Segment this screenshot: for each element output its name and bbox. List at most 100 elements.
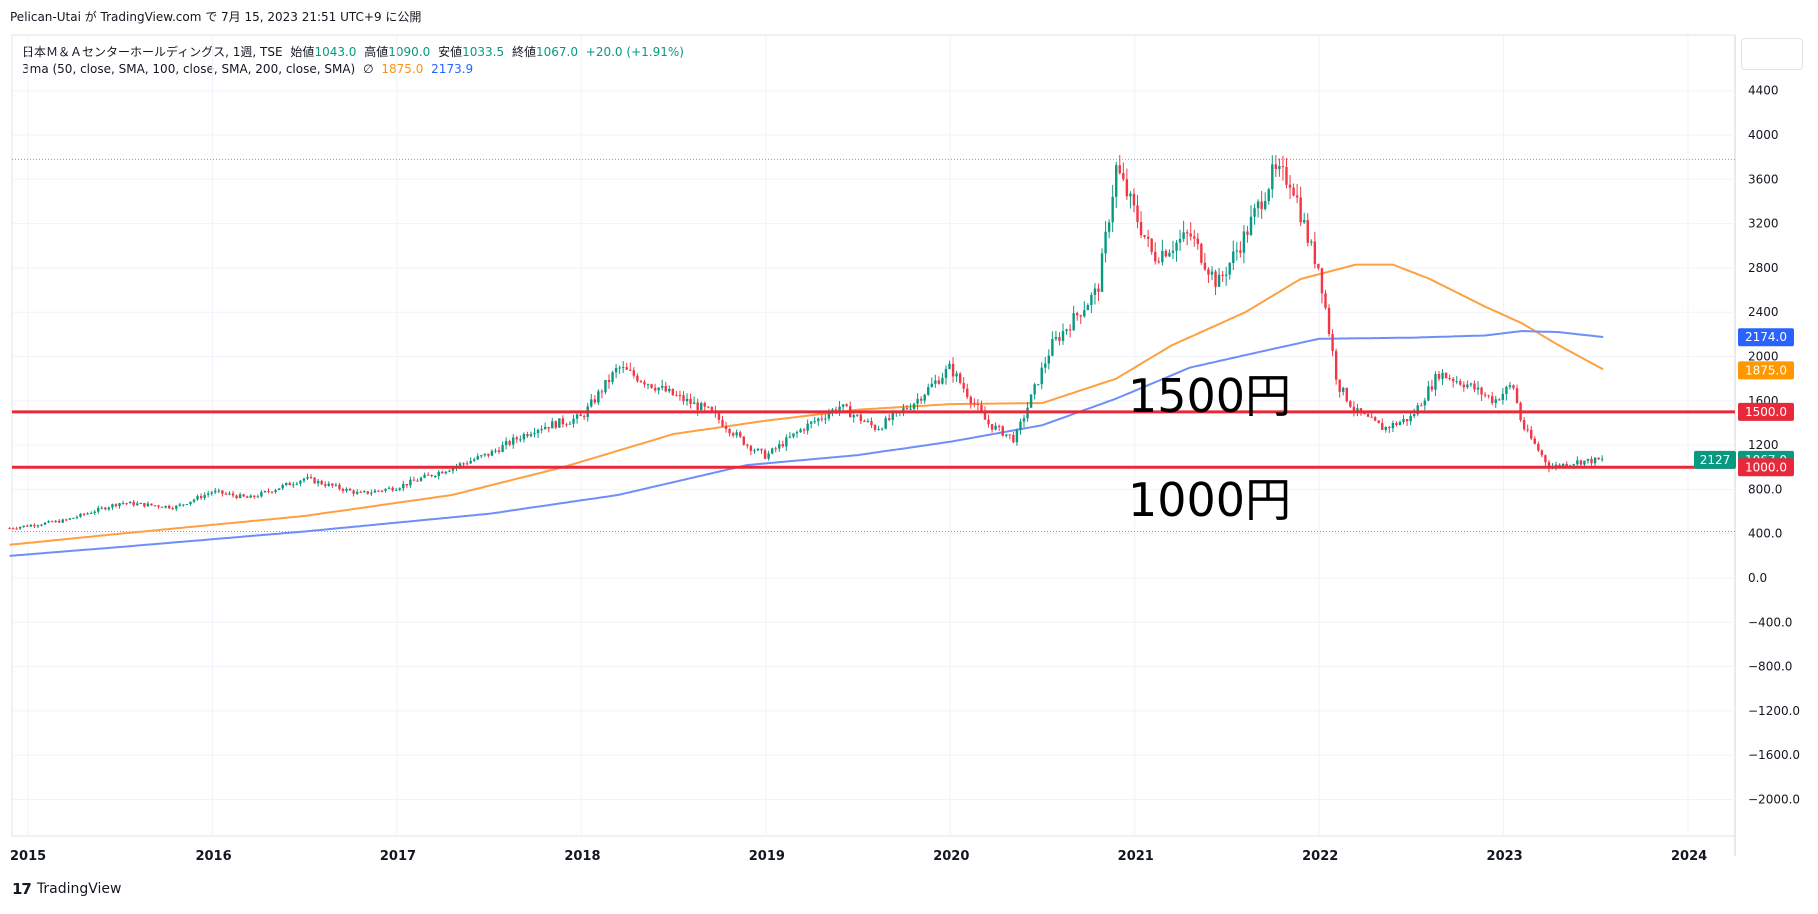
candle-body [1146,236,1150,239]
ma1-value: 1875.0 [381,62,424,76]
ma2-value: 2173.9 [431,62,474,76]
candle-body [416,480,419,482]
x-tick-label: 2015 [10,849,46,864]
candle-body [809,421,813,424]
candle-body [802,429,806,431]
candle-body [1090,294,1093,306]
candle-body [1143,235,1146,237]
candle-body [1001,426,1004,436]
candle-body [1576,460,1579,465]
candle-body [558,418,561,428]
candle-body [405,483,409,486]
candle-body [657,387,660,391]
candle-body [948,363,951,369]
candle-body [781,444,785,447]
candle-body [1434,374,1437,390]
candle-body [1256,201,1260,209]
candle-body [313,477,316,484]
candle-body [75,516,79,518]
candle-body [1572,464,1575,466]
candle-body [320,480,323,485]
candle-body [1558,464,1561,467]
candle-body [905,408,909,410]
candle-body [994,425,997,430]
indicator-legend[interactable]: 3ma (50, close, SMA, 100, close, SMA, 20… [22,62,477,76]
candle-body [61,519,64,523]
candle-body [888,418,891,420]
candle-body [72,517,75,519]
candle-body [29,524,33,527]
candle-body [419,477,423,481]
candle-body [1334,351,1338,380]
countdown-box [1694,450,1736,469]
candle-body [1320,268,1324,294]
candle-body [1377,420,1380,424]
candle-body [43,522,47,525]
y-tick-label: 0.0 [1748,571,1767,585]
candle-body [1068,329,1072,331]
candle-body [292,484,295,486]
candle-body [703,403,706,407]
candle-body [114,504,118,507]
horizontal-lines[interactable] [12,410,1735,469]
price-label-text: 1875.0 [1745,363,1787,377]
candle-body [1051,339,1054,356]
candle-body [352,490,355,494]
candle-body [1232,251,1235,264]
candle-body [1040,367,1043,385]
candle-body [1352,406,1356,411]
candle-body [1370,416,1373,418]
candle-body [1061,331,1065,341]
candle-body [1494,399,1497,403]
candle-body [370,492,373,494]
candle-body [285,482,288,486]
scale-settings-box[interactable] [1741,38,1803,70]
candle-body [1420,405,1423,407]
price-label-text: 1000.0 [1745,460,1787,474]
candle-body [1278,166,1281,170]
candle-body [199,496,203,499]
candle-body [678,395,682,397]
candle-body [710,406,714,411]
candle-body [394,489,398,491]
ma-line-blue [9,329,1604,557]
price-label-text: 1500.0 [1745,405,1787,419]
x-tick-label: 2020 [933,849,969,864]
candle-body [820,418,824,420]
candle-body [426,474,430,476]
candle-body [604,379,607,393]
y-tick-label: 2800 [1748,261,1779,275]
candle-body [1214,271,1217,287]
candle-body [668,388,671,392]
annotation-1000[interactable]: 1000円 [1128,473,1292,527]
candle-body [1423,400,1427,406]
candle-body [1295,195,1299,198]
tradingview-logo-icon: 17 [12,880,32,898]
candles [8,154,1604,531]
candle-body [629,369,632,371]
candle-body [1508,385,1512,387]
candle-body [795,432,799,434]
candle-body [1189,233,1192,237]
candle-body [664,385,667,392]
candle-body [111,504,114,508]
candle-body [717,413,721,420]
high-value: 1090.0 [388,45,431,59]
candle-body [160,506,164,508]
footer[interactable]: 17 TradingView [12,880,121,898]
candle-body [1161,250,1164,263]
candle-body [128,501,132,504]
hidden-eye-icon[interactable]: ∅ [363,62,374,76]
candle-body [1466,384,1469,388]
candle-body [334,484,338,486]
y-tick-label: 2000 [1748,350,1779,364]
candle-body [97,507,100,512]
candle-body [1118,165,1121,174]
candle-body [451,467,455,471]
annotation-1500[interactable]: 1500円 [1128,369,1292,423]
candle-body [153,505,157,507]
candle-body [1459,381,1462,385]
candle-body [47,521,50,523]
